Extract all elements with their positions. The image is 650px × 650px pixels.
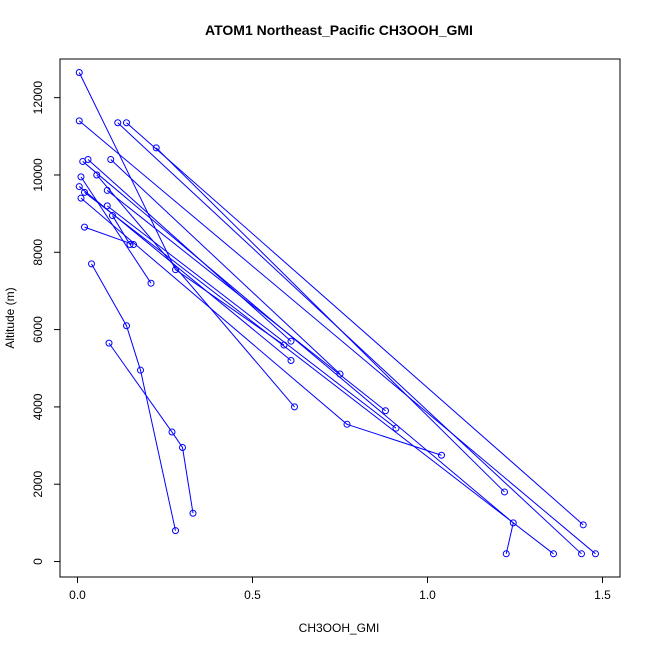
data-point bbox=[84, 156, 92, 164]
data-point bbox=[168, 428, 176, 436]
data-point bbox=[287, 357, 295, 365]
data-point bbox=[126, 241, 134, 249]
series-line-segment bbox=[78, 72, 285, 346]
series-line-segment bbox=[108, 342, 194, 514]
y-tick-label: 0 bbox=[31, 558, 45, 565]
data-point bbox=[509, 519, 517, 527]
data-point bbox=[152, 144, 160, 152]
series-line-segment bbox=[106, 190, 386, 412]
data-point bbox=[579, 521, 587, 529]
series-line-segment bbox=[87, 159, 292, 342]
series-layer bbox=[78, 72, 596, 555]
data-point bbox=[179, 444, 186, 451]
x-tick-label: 1.0 bbox=[419, 588, 436, 602]
data-point bbox=[578, 550, 585, 558]
data-point bbox=[502, 550, 510, 558]
series-line-segment bbox=[84, 191, 554, 555]
data-point bbox=[123, 322, 130, 330]
data-point bbox=[501, 488, 508, 496]
data-point bbox=[103, 202, 111, 210]
data-point bbox=[592, 550, 599, 558]
data-point bbox=[109, 212, 116, 220]
y-tick-label: 10000 bbox=[31, 158, 45, 192]
series-line-segment bbox=[155, 147, 505, 493]
data-point bbox=[137, 366, 144, 374]
series-line-segment bbox=[91, 263, 176, 531]
y-tick-label: 6000 bbox=[31, 316, 45, 343]
x-tick-label: 0.0 bbox=[69, 588, 86, 602]
data-point bbox=[77, 173, 85, 181]
series-line-segment bbox=[78, 120, 596, 555]
data-point bbox=[123, 119, 130, 127]
series-line-segment bbox=[112, 215, 131, 245]
y-axis-label: Altitude (m) bbox=[3, 287, 17, 348]
data-point bbox=[287, 337, 295, 345]
data-point bbox=[291, 403, 298, 411]
data-point bbox=[343, 420, 351, 428]
y-axis: 0 2000 4000 6000 8000 10000 12000 bbox=[31, 81, 61, 565]
series-line-segment bbox=[80, 197, 442, 456]
data-point bbox=[114, 119, 122, 127]
y-tick-label: 12000 bbox=[31, 81, 45, 115]
data-point bbox=[130, 241, 137, 249]
data-point bbox=[75, 117, 83, 125]
chart-title: ATOM1 Northeast_Pacific CH3OOH_GMI bbox=[205, 22, 473, 38]
data-point bbox=[107, 156, 115, 164]
series-line-segment bbox=[96, 174, 295, 408]
data-point bbox=[81, 188, 88, 196]
x-tick-label: 1.5 bbox=[594, 588, 611, 602]
series-line-segment bbox=[80, 176, 152, 284]
x-tick-label: 0.5 bbox=[244, 588, 261, 602]
series-line-segment bbox=[84, 226, 134, 246]
data-point bbox=[392, 424, 400, 432]
data-point bbox=[75, 183, 83, 191]
data-point bbox=[75, 69, 83, 77]
data-point bbox=[147, 279, 155, 287]
data-point bbox=[105, 339, 113, 347]
y-tick-label: 8000 bbox=[31, 239, 45, 266]
data-point bbox=[550, 550, 557, 558]
y-tick-label: 4000 bbox=[31, 393, 45, 420]
data-point bbox=[77, 194, 85, 202]
data-point bbox=[336, 370, 344, 378]
data-point bbox=[172, 266, 179, 274]
data-point bbox=[189, 509, 197, 517]
data-point bbox=[81, 223, 88, 231]
data-point bbox=[88, 260, 95, 268]
series-line-segment bbox=[106, 205, 397, 429]
data-point bbox=[438, 451, 445, 459]
y-tick-label: 2000 bbox=[31, 471, 45, 498]
x-axis-label: CH3OOH_GMI bbox=[299, 621, 380, 635]
data-point bbox=[93, 171, 101, 179]
x-axis: 0.0 0.5 1.0 1.5 bbox=[69, 576, 611, 602]
series-line-segment bbox=[126, 122, 584, 526]
marker-layer bbox=[75, 69, 599, 558]
series-line-segment bbox=[110, 159, 341, 375]
data-point bbox=[172, 527, 179, 535]
data-point bbox=[382, 407, 389, 415]
data-point bbox=[280, 341, 288, 349]
data-point bbox=[103, 186, 111, 194]
